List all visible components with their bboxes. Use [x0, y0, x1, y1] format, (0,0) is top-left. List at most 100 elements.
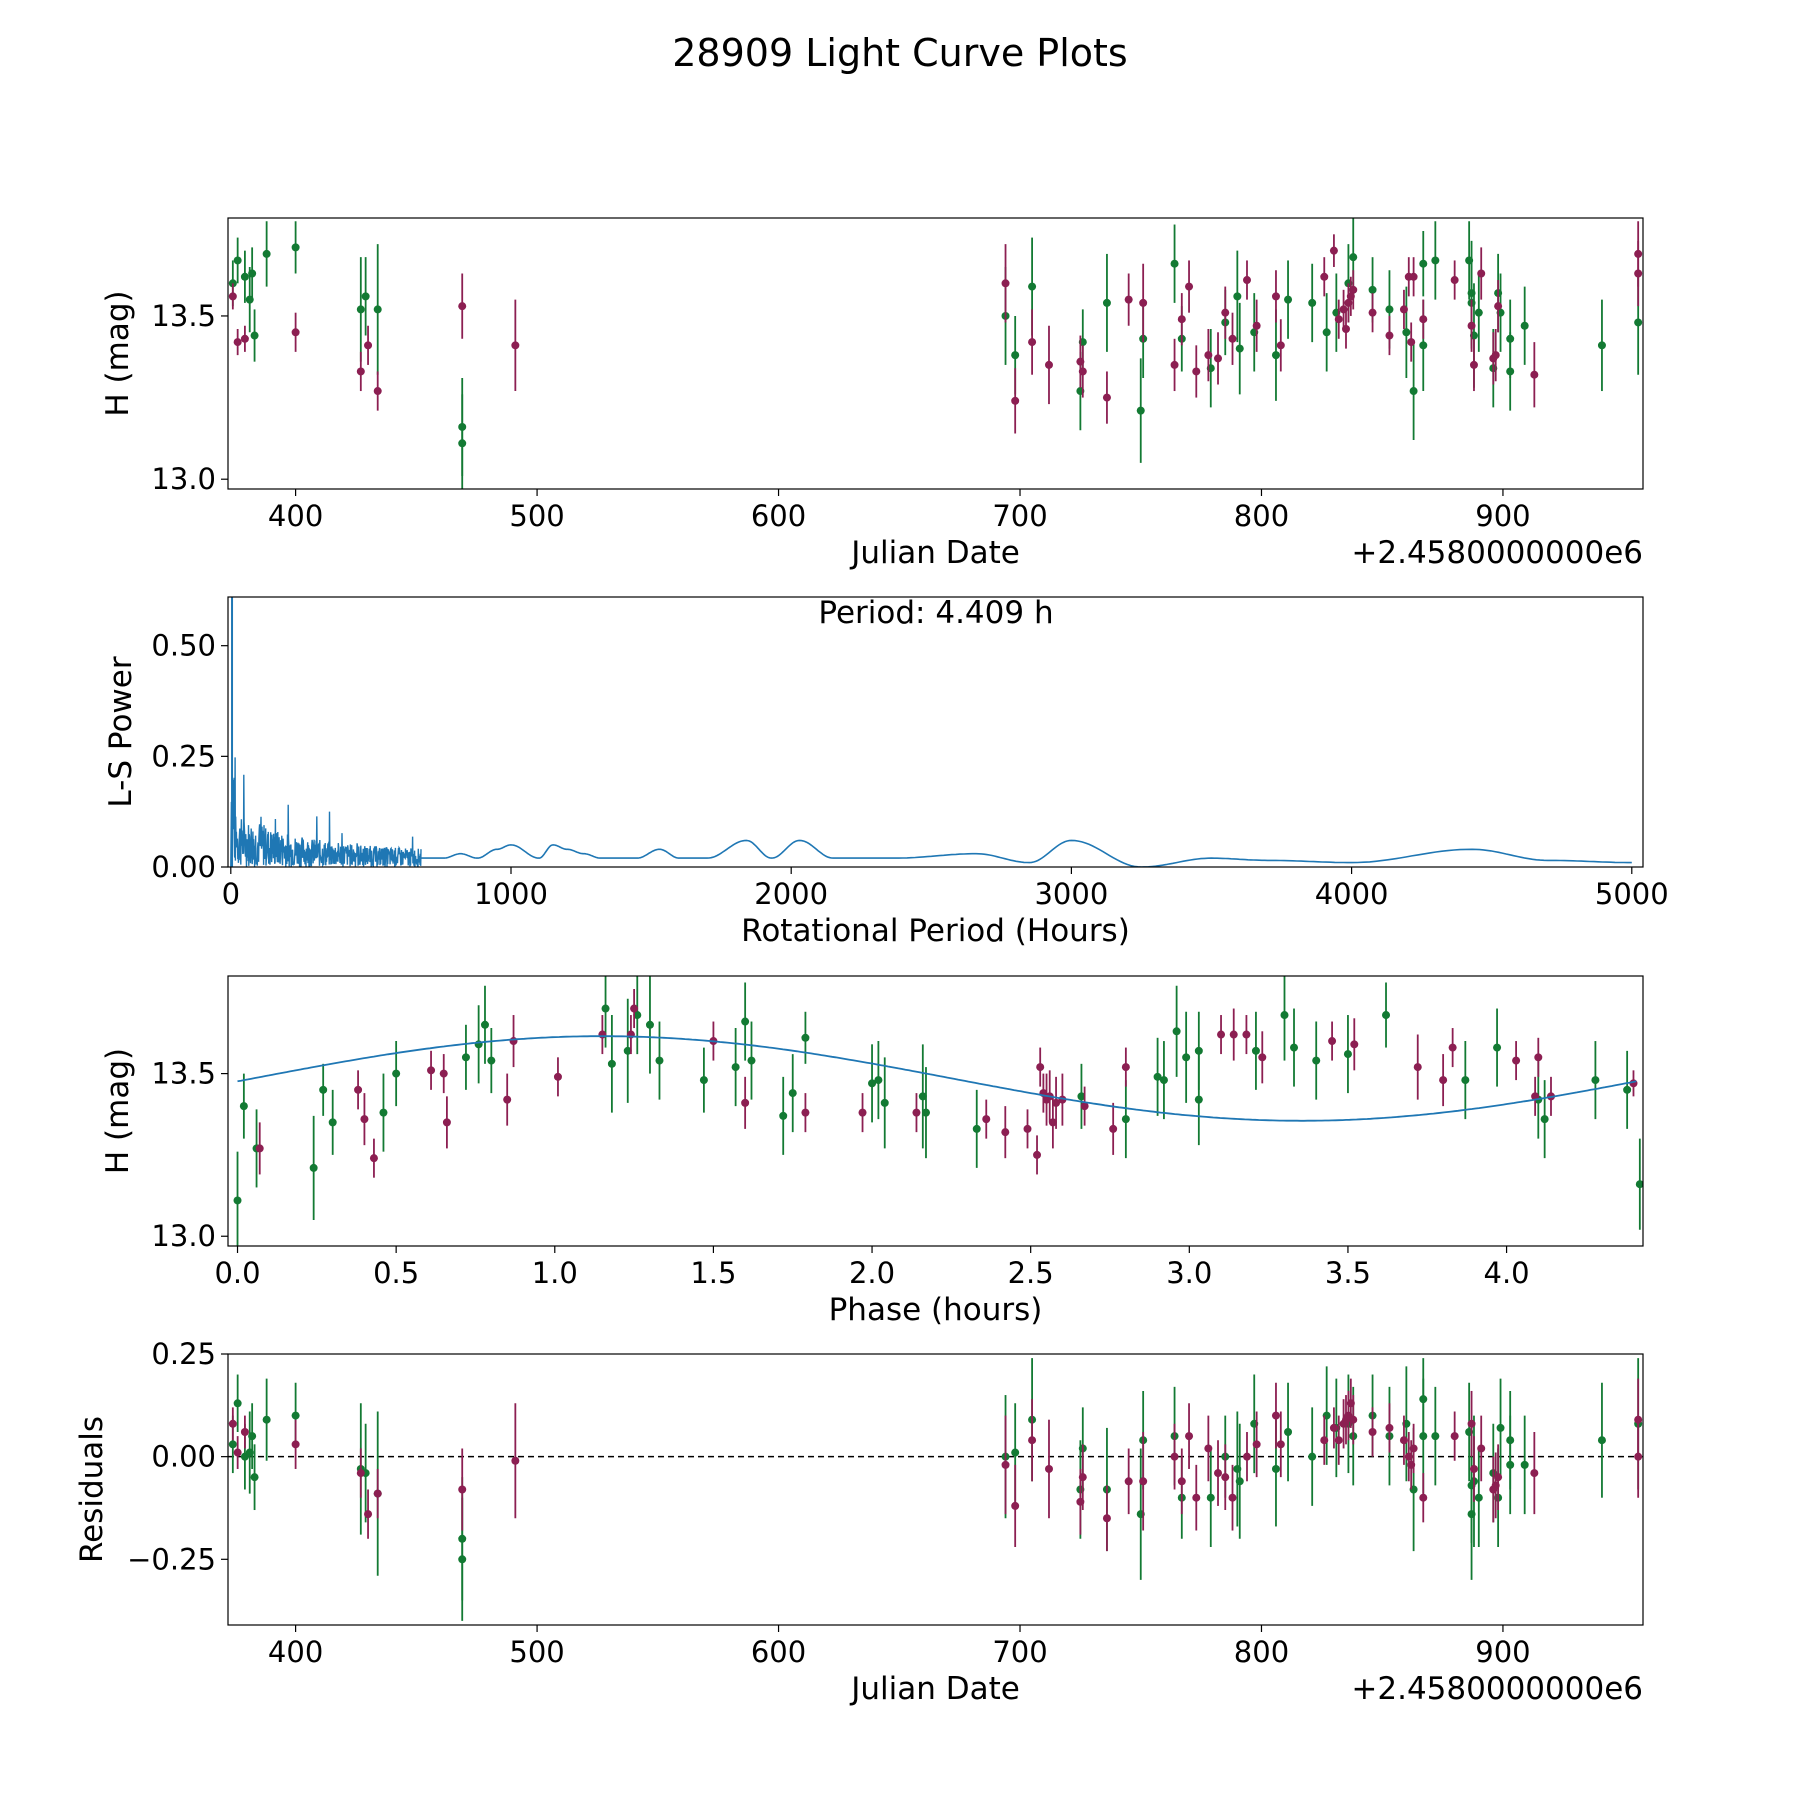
g-band-data-point: [1368, 285, 1377, 294]
g-band-data-point: [239, 1102, 248, 1111]
g-band-data-point: [1182, 1053, 1191, 1062]
y-tick-label: 0.50: [151, 629, 216, 663]
c-band-data-point: [1512, 1056, 1521, 1065]
g-band-data-point: [379, 1108, 388, 1117]
c-band-data-point: [630, 1004, 639, 1013]
c-band-data-point: [291, 328, 300, 337]
y-axis-label: H (mag): [100, 290, 136, 416]
g-band-data-point: [233, 1399, 242, 1408]
x-tick-label: 900: [1475, 499, 1530, 533]
y-tick-label: 13.0: [151, 462, 216, 496]
c-band-data-point: [240, 1428, 249, 1437]
g-band-data-point: [1431, 1432, 1440, 1441]
y-axis-label: H (mag): [100, 1048, 136, 1174]
g-band-data-point: [1493, 1043, 1502, 1052]
periodogram-dense-region: [230, 757, 422, 867]
g-band-data-point: [607, 1059, 616, 1068]
g-band-data-point: [392, 1069, 401, 1078]
c-band-data-point: [1217, 1030, 1226, 1039]
g-band-data-point: [1623, 1085, 1632, 1094]
g-band-data-point: [1419, 1432, 1428, 1441]
x-tick-label: 800: [1234, 1635, 1289, 1669]
c-band-data-point: [458, 1485, 467, 1494]
c-band-data-point: [1276, 341, 1285, 350]
g-band-data-point: [1431, 256, 1440, 265]
g-band-data-point: [1409, 387, 1418, 396]
g-band-data-point: [250, 1473, 259, 1482]
c-band-data-point: [356, 367, 365, 376]
g-band-data-point: [461, 1053, 470, 1062]
x-tick-label: 1.5: [690, 1256, 736, 1290]
c-band-data-point: [1350, 1040, 1359, 1049]
g-band-data-point: [1170, 259, 1179, 268]
c-band-data-point: [1242, 276, 1251, 285]
c-band-data-point: [1320, 272, 1329, 281]
c-band-data-point: [458, 302, 467, 311]
c-band-data-point: [503, 1095, 512, 1104]
g-band-data-point: [1235, 344, 1244, 353]
g-band-data-point: [248, 269, 257, 278]
c-band-data-point: [1192, 1493, 1201, 1502]
c-band-data-point: [356, 1469, 365, 1478]
x-tick-label: 400: [268, 499, 323, 533]
g-band-data-point: [918, 1092, 927, 1101]
c-band-data-point: [1229, 1030, 1238, 1039]
axes-frame: [227, 975, 1644, 1247]
c-band-data-point: [364, 341, 373, 350]
plot-area: [230, 597, 1632, 867]
g-band-data-point: [1591, 1076, 1600, 1085]
c-band-data-point: [553, 1072, 562, 1081]
g-band-data-point: [1597, 341, 1606, 350]
g-band-data-point: [779, 1111, 788, 1120]
sinusoid-fit-curve: [237, 1035, 1637, 1122]
g-band-data-point: [1322, 328, 1331, 337]
g-band-data-point: [1077, 1092, 1086, 1101]
c-band-data-point: [858, 1108, 867, 1117]
c-band-data-point: [1399, 1436, 1408, 1445]
g-band-data-point: [356, 305, 365, 314]
c-band-data-point: [1399, 305, 1408, 314]
g-band-data-point: [262, 1415, 271, 1424]
c-band-data-point: [1011, 1501, 1020, 1510]
g-band-data-point: [1136, 406, 1145, 415]
c-band-data-point: [1052, 1098, 1061, 1107]
c-band-data-point: [228, 292, 237, 301]
x-tick-label: 400: [268, 1635, 323, 1669]
g-band-data-point: [1312, 1056, 1321, 1065]
c-band-data-point: [1341, 325, 1350, 334]
c-band-data-point: [1409, 272, 1418, 281]
c-band-data-point: [228, 1419, 237, 1428]
c-band-data-point: [1121, 1063, 1130, 1072]
x-axis-label: Julian Date: [849, 535, 1020, 571]
g-band-data-point: [801, 1033, 810, 1042]
g-band-data-point: [291, 243, 300, 252]
g-band-data-point: [458, 439, 467, 448]
c-band-data-point: [1385, 331, 1394, 340]
c-band-data-point: [1534, 1053, 1543, 1062]
g-band-data-point: [250, 331, 259, 340]
g-band-data-point: [361, 292, 370, 301]
c-band-data-point: [1214, 354, 1223, 363]
c-band-data-point: [1328, 1037, 1337, 1046]
c-band-data-point: [1252, 321, 1261, 330]
g-band-data-point: [1280, 1011, 1289, 1020]
g-band-data-point: [1520, 321, 1529, 330]
c-band-data-point: [1001, 1128, 1010, 1137]
g-band-data-point: [1121, 1115, 1130, 1124]
plot-area: [228, 218, 1643, 489]
c-band-data-point: [1185, 1432, 1194, 1441]
g-band-data-point: [623, 1046, 632, 1055]
c-band-data-point: [1634, 269, 1643, 278]
x-tick-label: 800: [1234, 499, 1289, 533]
y-tick-label: 13.5: [151, 299, 216, 333]
g-band-data-point: [921, 1108, 930, 1117]
c-band-data-point: [1494, 1473, 1503, 1482]
y-tick-label: 0.25: [151, 1337, 216, 1371]
g-band-data-point: [1011, 351, 1020, 360]
c-band-data-point: [1011, 396, 1020, 405]
g-band-data-point: [747, 1056, 756, 1065]
c-band-data-point: [1368, 1428, 1377, 1437]
c-band-data-point: [1409, 1444, 1418, 1453]
g-band-data-point: [240, 272, 249, 281]
c-band-data-point: [1634, 1452, 1643, 1461]
